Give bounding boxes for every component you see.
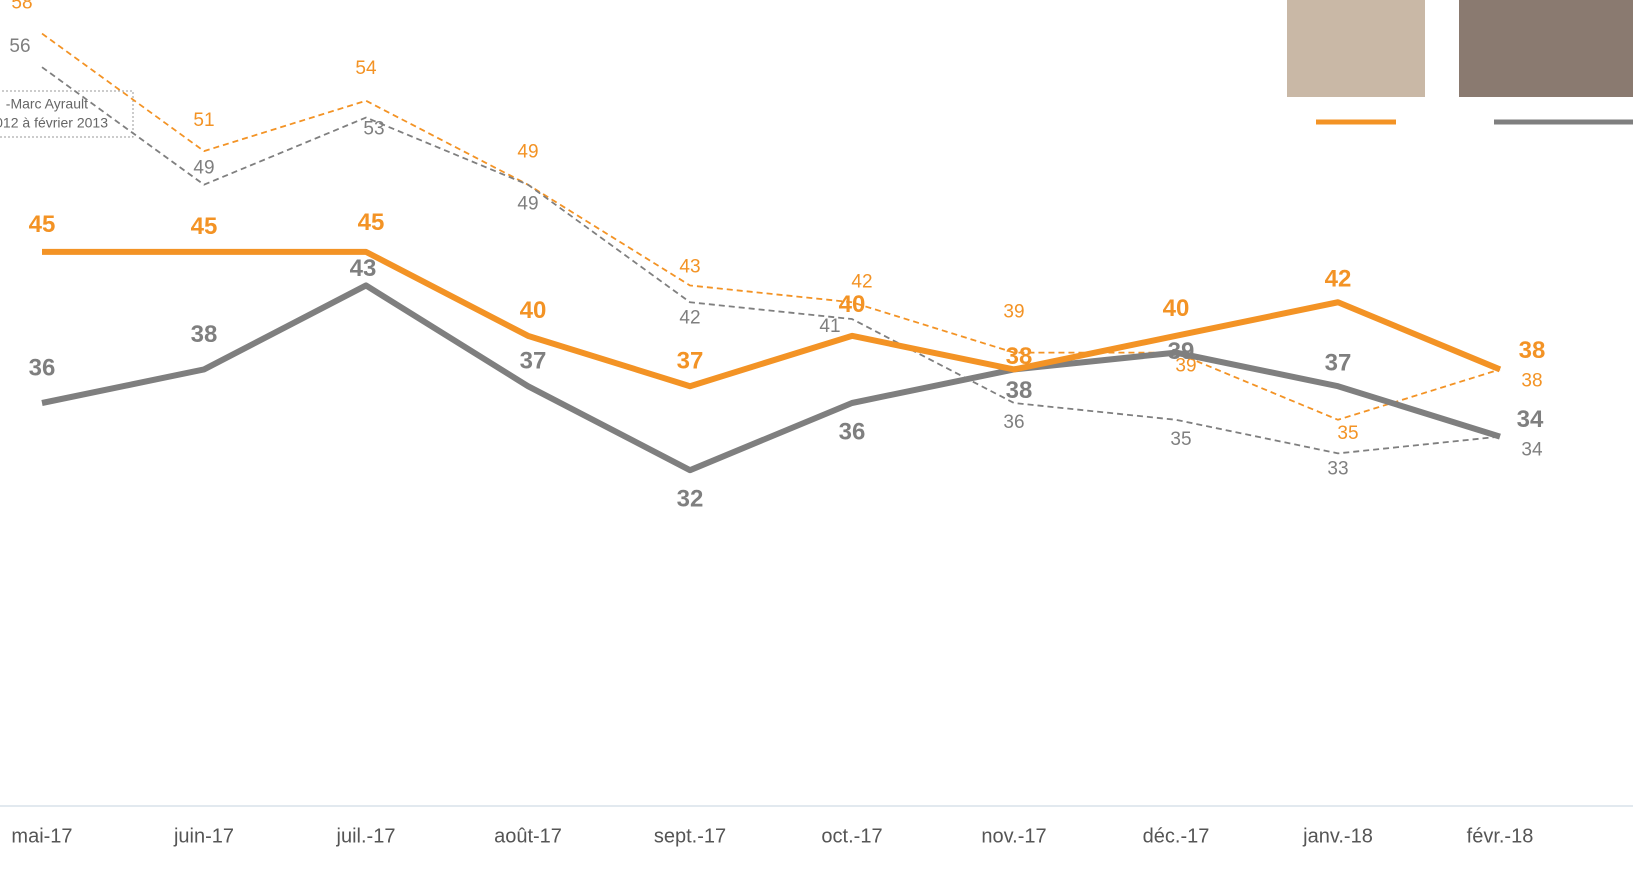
- data-label: 38: [191, 321, 218, 348]
- portrait: [1459, 0, 1633, 97]
- data-label: 54: [355, 58, 377, 79]
- series-line: [41, 66, 1501, 455]
- data-label: 49: [517, 142, 538, 163]
- data-label: 39: [1175, 356, 1196, 377]
- series-line: [41, 32, 1501, 421]
- data-label: 42: [851, 271, 872, 292]
- annotation: 012 à février 2013: [0, 115, 108, 131]
- data-label: 41: [819, 316, 840, 337]
- data-label: 40: [520, 297, 547, 324]
- data-label: 39: [1003, 302, 1024, 323]
- data-label: 37: [677, 348, 704, 375]
- data-label: 36: [29, 354, 56, 381]
- data-label: 37: [1325, 350, 1352, 377]
- x-tick-label: déc.-17: [1143, 825, 1210, 847]
- data-label: 49: [193, 158, 214, 179]
- data-label: 51: [193, 110, 214, 131]
- data-label: 36: [839, 418, 866, 445]
- data-label: 45: [29, 211, 56, 238]
- data-label: 53: [363, 119, 384, 140]
- data-label: 37: [520, 348, 547, 375]
- data-label: 36: [1003, 412, 1024, 433]
- x-tick-label: sept.-17: [654, 825, 726, 847]
- data-label: 45: [358, 209, 385, 236]
- x-tick-label: oct.-17: [821, 825, 882, 847]
- x-tick-label: nov.-17: [981, 825, 1046, 847]
- x-tick-label: août-17: [494, 825, 562, 847]
- x-tick-label: juil.-17: [336, 825, 396, 847]
- data-label: 32: [677, 486, 704, 513]
- data-label: 38: [1521, 370, 1542, 391]
- data-label: 38: [1006, 377, 1033, 404]
- data-label: 40: [1163, 295, 1190, 322]
- data-label: 38: [1006, 343, 1033, 370]
- x-tick-label: janv.-18: [1302, 825, 1373, 847]
- portrait: [1287, 0, 1425, 97]
- data-label: 43: [350, 255, 377, 282]
- data-label: 35: [1337, 423, 1358, 444]
- data-label: 42: [1325, 266, 1352, 293]
- data-label: 33: [1327, 458, 1348, 479]
- series-line: [41, 282, 1501, 474]
- data-label: 45: [191, 213, 218, 240]
- data-label: 38: [1519, 337, 1546, 364]
- data-label: 35: [1170, 429, 1191, 450]
- data-label: 58: [11, 0, 32, 14]
- x-tick-label: mai-17: [11, 825, 72, 847]
- data-label: 56: [9, 36, 30, 57]
- data-label: 49: [517, 194, 538, 215]
- data-label: 39: [1168, 338, 1195, 365]
- series-line: [42, 248, 1502, 390]
- data-label: 40: [839, 291, 866, 318]
- data-label: 34: [1517, 406, 1544, 433]
- annotation: -Marc Ayrault: [6, 96, 88, 112]
- data-label: 42: [679, 307, 700, 328]
- x-tick-label: juin-17: [173, 825, 234, 847]
- x-tick-label: févr.-18: [1467, 825, 1534, 847]
- data-label: 43: [679, 256, 700, 277]
- data-label: 34: [1521, 440, 1543, 461]
- annotation-box: [0, 90, 134, 138]
